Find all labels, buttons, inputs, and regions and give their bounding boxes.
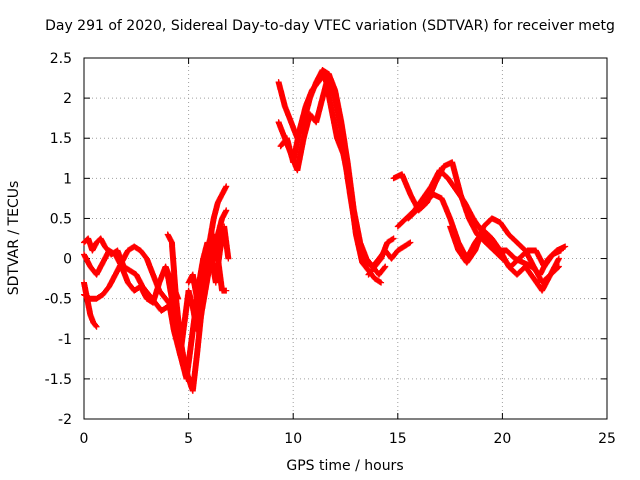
series-late-a [390, 159, 564, 270]
series-markers [390, 159, 564, 270]
series-markers [277, 71, 385, 286]
x-tick-label: 15 [389, 431, 407, 447]
y-axis-label: SDTVAR / TECUs [6, 181, 22, 296]
grid [84, 58, 607, 419]
axis-ticks: 0 5 10 15 20 25 -2 -1.5 -1 -0.5 0 0.5 1 1.5 2 2.5 [45, 51, 616, 447]
y-tick-label: 2.5 [50, 51, 72, 67]
y-tick-label: -2 [58, 412, 72, 428]
series-late-d [447, 215, 562, 286]
series-markers [81, 279, 100, 330]
plot-frame [83, 57, 608, 420]
y-tick-label: -1 [58, 332, 72, 348]
y-tick-label: 0.5 [50, 211, 72, 227]
x-tick-label: 0 [80, 431, 89, 447]
y-tick-label: -1.5 [45, 372, 72, 388]
y-tick-label: 2 [63, 91, 72, 107]
x-tick-label: 10 [284, 431, 302, 447]
x-axis-label: GPS time / hours [286, 458, 403, 474]
series-early-c [81, 235, 171, 314]
series-markers [447, 215, 562, 286]
y-tick-label: -0.5 [45, 292, 72, 308]
y-tick-label: 1 [63, 171, 72, 187]
chart-title: Day 291 of 2020, Sidereal Day-to-day VTE… [45, 18, 615, 34]
x-tick-label: 20 [493, 431, 511, 447]
series-mid-c [277, 71, 385, 286]
series-markers [365, 235, 397, 278]
y-tick-label: 1.5 [50, 131, 72, 147]
data-points [81, 67, 569, 394]
x-tick-label: 25 [598, 431, 616, 447]
series-dip-d [185, 231, 230, 318]
y-tick-label: 0 [63, 252, 72, 268]
series-early-d [81, 279, 100, 330]
series-mid-d [365, 235, 397, 278]
series-markers [81, 235, 171, 314]
x-tick-label: 5 [184, 431, 193, 447]
series-markers [185, 231, 230, 318]
